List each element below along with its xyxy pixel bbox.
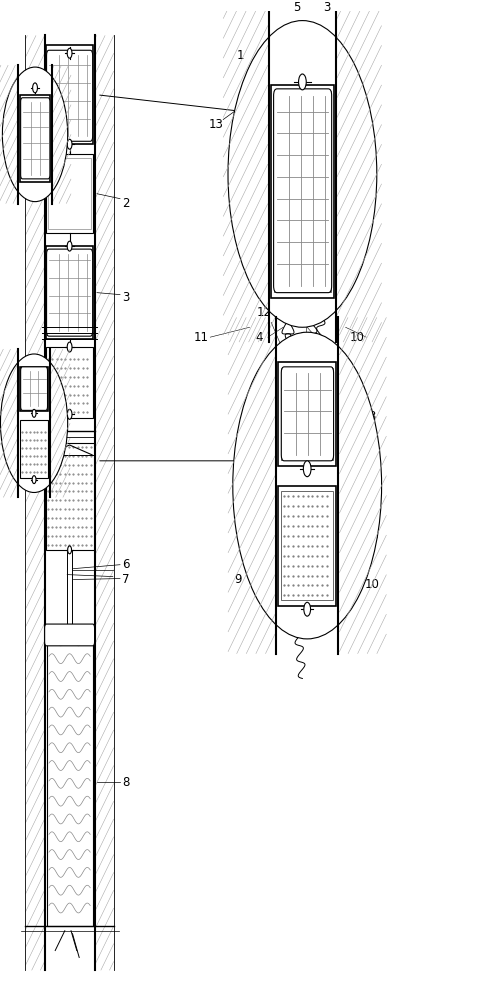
Circle shape	[303, 461, 311, 477]
Text: 4: 4	[255, 331, 263, 344]
Bar	[281, 368, 333, 460]
Text: 12: 12	[300, 331, 315, 344]
Bar	[20, 95, 50, 182]
Bar	[48, 158, 91, 229]
Bar	[46, 246, 93, 339]
FancyBboxPatch shape	[281, 367, 334, 461]
Bar	[47, 634, 93, 926]
Text: 11: 11	[292, 306, 308, 319]
Bar	[281, 491, 333, 600]
Circle shape	[228, 21, 377, 327]
Bar	[271, 85, 334, 298]
Bar	[46, 45, 93, 144]
Text: 11: 11	[194, 331, 209, 344]
Bar	[20, 420, 48, 478]
Circle shape	[67, 241, 72, 251]
Circle shape	[33, 83, 37, 93]
Circle shape	[67, 48, 72, 58]
Bar	[278, 486, 336, 606]
Bar	[274, 91, 331, 292]
Circle shape	[304, 602, 311, 616]
Bar	[278, 362, 336, 466]
Text: 9: 9	[234, 573, 241, 586]
Bar	[46, 347, 93, 418]
Text: 12: 12	[256, 306, 272, 319]
Text: 5: 5	[239, 444, 246, 457]
Circle shape	[233, 332, 382, 639]
Circle shape	[0, 354, 68, 492]
Text: 1: 1	[236, 49, 244, 62]
FancyBboxPatch shape	[47, 249, 93, 336]
Text: 3: 3	[368, 410, 376, 423]
Circle shape	[299, 74, 306, 90]
Text: 13: 13	[365, 529, 379, 542]
Text: 8: 8	[122, 776, 130, 789]
FancyBboxPatch shape	[21, 367, 48, 410]
Text: 10: 10	[365, 578, 379, 591]
Text: 2: 2	[122, 197, 130, 210]
Text: 5: 5	[293, 1, 300, 14]
Circle shape	[67, 139, 72, 149]
FancyBboxPatch shape	[21, 98, 50, 179]
Text: 13: 13	[209, 118, 223, 131]
Bar	[46, 443, 94, 550]
Circle shape	[32, 409, 36, 417]
Text: 3: 3	[323, 1, 330, 14]
Bar	[46, 154, 93, 233]
Bar	[20, 367, 48, 411]
FancyBboxPatch shape	[47, 50, 93, 141]
Circle shape	[67, 342, 72, 352]
Text: 6: 6	[122, 558, 130, 571]
FancyBboxPatch shape	[45, 624, 95, 646]
Circle shape	[68, 546, 72, 554]
Circle shape	[32, 476, 36, 484]
Text: 10: 10	[350, 331, 365, 344]
FancyBboxPatch shape	[274, 89, 332, 293]
Text: 3: 3	[122, 291, 130, 304]
Circle shape	[67, 409, 72, 419]
Circle shape	[2, 67, 68, 202]
Text: 7: 7	[122, 573, 130, 586]
